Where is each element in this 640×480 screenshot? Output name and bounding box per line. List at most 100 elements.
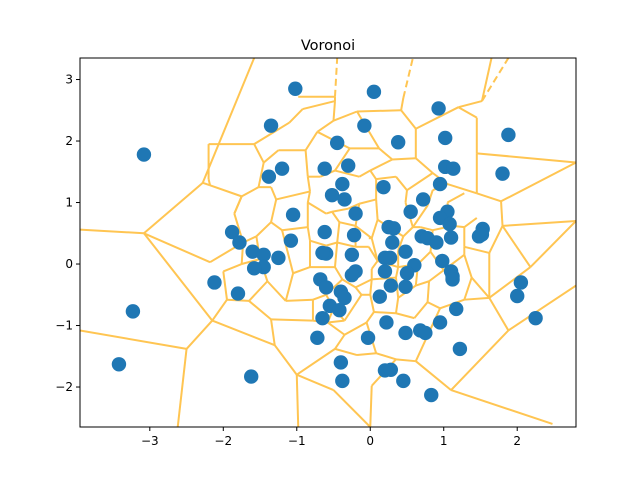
voronoi-ridge: [306, 176, 311, 192]
voronoi-ridge: [501, 225, 532, 268]
voronoi-ridge: [266, 280, 287, 302]
voronoi-ridge: [370, 237, 379, 262]
y-tick-label: 3: [65, 73, 73, 87]
voronoi-ridge: [333, 110, 358, 122]
voronoi-ridge: [463, 277, 473, 301]
data-point: [383, 362, 399, 378]
voronoi-ridge-infinite: [402, 58, 414, 99]
data-point: [403, 204, 418, 219]
voronoi-ridge: [304, 150, 309, 177]
data-point: [263, 118, 279, 133]
data-point: [429, 235, 444, 250]
data-point: [383, 278, 399, 293]
y-tick-label: 1: [65, 196, 73, 210]
voronoi-ridge: [427, 301, 441, 310]
voronoi-ridge: [296, 348, 336, 376]
data-point: [125, 304, 141, 319]
data-point: [310, 330, 325, 346]
voronoi-ridge: [392, 157, 416, 161]
voronoi-ridge: [463, 217, 478, 228]
voronoi-ridge: [331, 211, 341, 223]
data-point: [360, 330, 376, 346]
x-tick-label: −2: [214, 434, 232, 448]
data-point: [390, 135, 406, 150]
voronoi-ridge: [263, 149, 280, 164]
data-point: [366, 84, 382, 100]
data-point: [382, 250, 398, 266]
voronoi-ridge: [395, 358, 416, 363]
voronoi-ridge: [248, 280, 269, 302]
voronoi-ridge: [369, 294, 375, 313]
voronoi-ridge: [488, 225, 504, 254]
voronoi-ridge: [143, 232, 214, 322]
voronoi-ridge: [415, 106, 459, 130]
data-point: [398, 279, 413, 294]
voronoi-ridge: [306, 226, 311, 241]
voronoi-ridge: [378, 147, 393, 161]
voronoi-ridge: [325, 210, 333, 215]
voronoi-ridge: [394, 266, 400, 278]
voronoi-ridge: [341, 278, 357, 289]
voronoi-ridge: [207, 178, 212, 186]
data-point: [435, 253, 450, 269]
x-tick-label: 0: [366, 434, 374, 448]
voronoi-ridge: [334, 347, 358, 357]
voronoi-ridge: [344, 321, 368, 336]
data-point: [377, 264, 393, 279]
voronoi-ridge: [500, 161, 576, 203]
data-point: [398, 325, 413, 341]
data-point: [318, 280, 334, 295]
voronoi-ridge: [480, 58, 493, 102]
voronoi-ridge: [284, 272, 295, 302]
data-point: [332, 302, 347, 318]
edges-layer: [80, 58, 576, 427]
voronoi-ridge: [458, 100, 483, 109]
data-point: [136, 147, 152, 162]
voronoi-ridge: [281, 226, 308, 232]
voronoi-ridge: [271, 318, 313, 322]
voronoi-ridge: [404, 190, 408, 203]
voronoi-ridge: [233, 195, 243, 214]
voronoi-ridge: [241, 258, 261, 265]
voronoi-ridge: [307, 201, 327, 215]
voronoi-ridge: [500, 201, 504, 226]
voronoi-ridge: [376, 175, 397, 181]
voronoi-ridge: [507, 284, 576, 332]
data-point: [379, 315, 394, 330]
data-point: [446, 161, 461, 176]
data-point: [317, 224, 332, 240]
points-layer: [111, 81, 543, 403]
voronoi-ridge: [457, 106, 478, 119]
data-point: [271, 250, 286, 266]
voronoi-ridge: [358, 198, 377, 205]
chart-title: Voronoi: [301, 38, 355, 54]
voronoi-ridge: [402, 226, 414, 238]
data-point: [495, 166, 510, 181]
voronoi-ridge: [365, 311, 375, 324]
voronoi-ridge: [347, 202, 360, 210]
data-point: [224, 224, 240, 240]
data-point: [346, 227, 362, 243]
voronoi-ridge: [476, 152, 576, 164]
voronoi-ridge: [370, 260, 379, 270]
voronoi-ridge: [222, 271, 228, 300]
voronoi-ridge: [415, 280, 430, 287]
data-point: [431, 101, 446, 116]
data-point: [445, 272, 460, 287]
voronoi-ridge: [209, 184, 242, 198]
data-point: [288, 81, 303, 96]
voronoi-ridge: [447, 183, 478, 195]
voronoi-ridge: [292, 266, 311, 275]
voronoi-ridge: [488, 297, 510, 331]
data-point: [207, 275, 222, 290]
voronoi-ridge: [400, 109, 417, 130]
voronoi-ridge: [406, 172, 434, 192]
voronoi-ridge: [373, 311, 397, 315]
data-point: [324, 187, 340, 203]
voronoi-ridge: [354, 286, 363, 296]
voronoi-ridge: [394, 297, 400, 314]
voronoi-ridge: [306, 191, 311, 203]
voronoi-ridge: [370, 219, 379, 239]
voronoi-ridge: [309, 239, 327, 247]
voronoi-ridge: [270, 319, 276, 346]
